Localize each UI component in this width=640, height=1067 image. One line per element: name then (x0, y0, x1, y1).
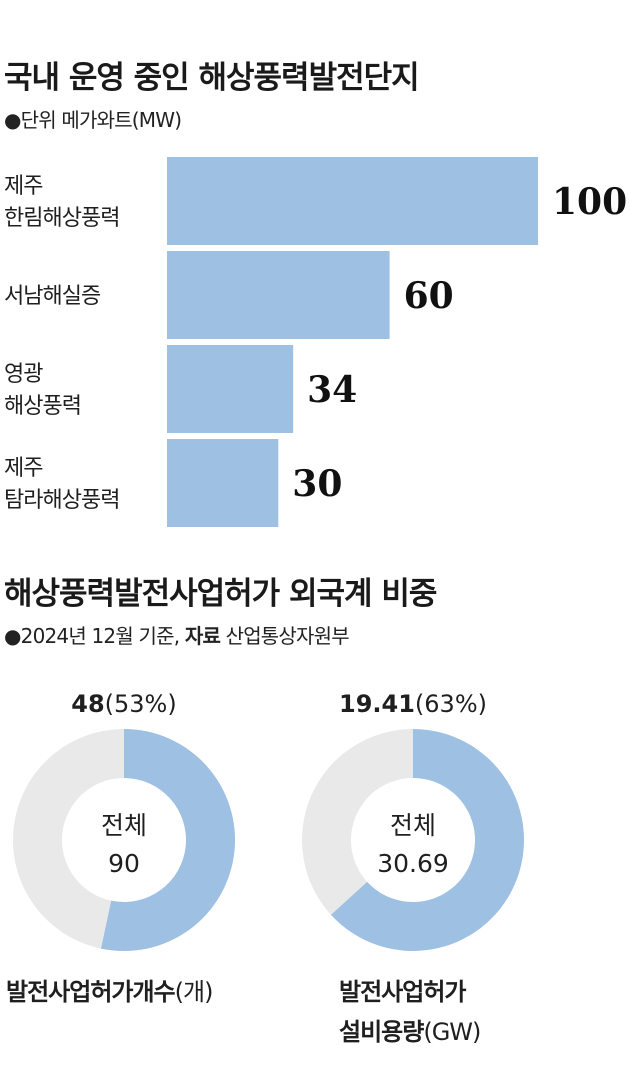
value-label-2: 34 (307, 369, 357, 411)
donut-0-label-line-0: 발전사업허가개수(개) (6, 978, 212, 1006)
bar-2 (167, 345, 294, 433)
category-label-2-0: 영광 (4, 362, 43, 387)
bar-0 (167, 157, 538, 245)
donut-section-title: 해상풍력발전사업허가 외국계 비중 (4, 576, 437, 612)
category-label-0-0: 제주 (4, 174, 43, 199)
value-label-0: 100 (552, 181, 627, 223)
value-label-3: 30 (292, 463, 342, 505)
donut-section-note-date: ●2024년 12월 기준, (4, 624, 180, 648)
category-label-2-1: 해상풍력 (4, 394, 81, 419)
donut-section-note-source-label: 자료 (184, 624, 221, 648)
category-label-0-1: 한림해상풍력 (4, 206, 119, 231)
donut-1-label-line-0: 발전사업허가 (339, 978, 466, 1006)
category-label-3-1: 탐라해상풍력 (4, 488, 119, 513)
donut-0-rest-slice (13, 729, 124, 949)
donut-1-foreign-slice (330, 729, 525, 952)
donut-0-center-label: 전체 (101, 811, 147, 840)
donut-0-top-label: 48(53%) (71, 690, 176, 718)
category-label-3-0: 제주 (4, 456, 43, 481)
value-label-1: 60 (404, 275, 454, 317)
donut-0-foreign-slice (100, 729, 236, 952)
donut-1-center-value: 30.69 (377, 849, 449, 878)
bar-3 (167, 439, 279, 527)
donut-1-top-label: 19.41(63%) (339, 690, 487, 718)
donut-section-note-source: 산업통상자원부 (225, 624, 350, 648)
donut-1-center-label: 전체 (390, 811, 436, 840)
donut-1-rest-slice (302, 729, 413, 915)
donut-section-note: ●2024년 12월 기준, 자료 산업통상자원부 (4, 620, 350, 649)
donut-1-label-line-1: 설비용량(GW) (339, 1018, 480, 1046)
donut-0-center-value: 90 (108, 849, 140, 878)
bar-1 (167, 251, 390, 339)
category-label-1-0: 서남해실증 (4, 284, 101, 309)
bar-chart-title: 국내 운영 중인 해상풍력발전단지 (4, 60, 420, 96)
bar-chart-unit-note: ●단위 메가와트(MW) (4, 108, 182, 132)
